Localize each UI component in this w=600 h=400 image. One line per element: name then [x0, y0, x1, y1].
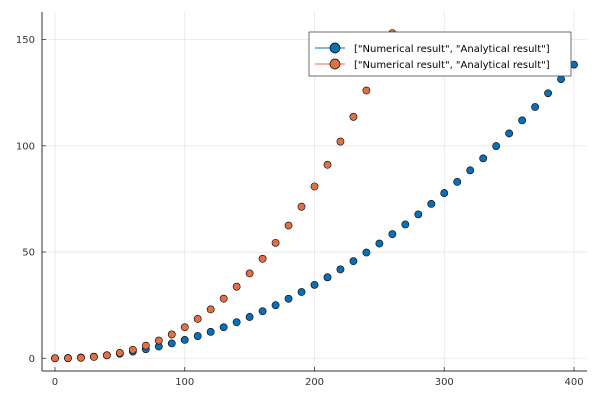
series-2-point — [206, 305, 215, 314]
series-1-point — [180, 336, 189, 344]
series-2-point — [77, 353, 85, 362]
series-1-point — [414, 210, 423, 219]
series-1-point — [271, 301, 280, 310]
legend: ["Numerical result", "Analytical result"… — [308, 31, 572, 77]
legend-entry-1: ["Numerical result", "Analytical result"… — [315, 42, 550, 55]
series-1-point — [453, 177, 462, 186]
series-2-point — [102, 351, 111, 360]
series-1-point — [518, 116, 527, 125]
series-1-point — [167, 339, 176, 348]
x-tick-label: 0 — [52, 377, 58, 388]
series-2-point — [271, 238, 280, 247]
legend-label-1: ["Numerical result", "Analytical result"… — [354, 44, 550, 55]
series-1-point — [258, 307, 267, 316]
series-1-point — [284, 294, 293, 303]
y-tick-label: 50 — [22, 248, 35, 259]
series-1-point — [219, 323, 228, 332]
y-tick-label: 0 — [29, 354, 35, 365]
legend-marker-1 — [329, 42, 341, 54]
series-2-point — [258, 254, 267, 263]
series-1-point — [492, 142, 501, 150]
series-1-point — [310, 280, 319, 289]
series-2-point — [90, 352, 98, 361]
series-1-point — [375, 239, 384, 248]
series-1-point — [297, 288, 306, 296]
y-tick-label: 100 — [16, 141, 35, 152]
series-1-point — [557, 75, 565, 84]
series-2-point — [219, 294, 228, 303]
series-1-point — [440, 189, 449, 197]
x-tick-label: 100 — [175, 377, 194, 388]
series-1-point — [531, 103, 539, 111]
x-tick-label: 400 — [564, 377, 583, 388]
plot-series — [51, 0, 578, 363]
series-2-point — [245, 269, 254, 278]
legend-entry-2: ["Numerical result", "Analytical result"… — [315, 58, 550, 71]
series-2-point — [284, 221, 293, 230]
series-1-point — [388, 230, 397, 239]
series-1-point — [544, 89, 552, 98]
series-2-point — [323, 160, 332, 169]
series-2-point — [232, 282, 241, 291]
series-2-point — [310, 182, 319, 191]
series-2-point — [193, 315, 202, 323]
series-1-point — [427, 200, 436, 208]
series-2-point — [349, 112, 358, 121]
axes — [41, 12, 587, 372]
legend-box — [308, 31, 572, 77]
series-1-point — [232, 318, 241, 327]
x-tick-label: 300 — [435, 377, 454, 388]
series-2-point — [336, 137, 345, 146]
tick-labels: 0 100 200 300 400 0 50 100 150 — [16, 35, 584, 388]
series-2-point — [51, 354, 59, 363]
series-2-point — [362, 86, 371, 95]
x-tick-label: 200 — [305, 377, 324, 388]
series-2-point — [154, 336, 163, 345]
series-2-point — [128, 345, 137, 354]
series-1-point — [401, 220, 410, 229]
series-1-point — [570, 60, 578, 69]
series-2-point — [167, 330, 176, 339]
series-2-point — [180, 323, 189, 332]
series-2 — [51, 0, 409, 363]
series-2-point — [141, 341, 150, 350]
series-1-point — [245, 313, 254, 321]
series-1-point — [349, 257, 358, 266]
series-1-point — [206, 327, 215, 336]
series-2-point — [64, 354, 72, 363]
series-1-point — [323, 273, 332, 282]
legend-label-2: ["Numerical result", "Analytical result"… — [354, 60, 550, 71]
series-1-point — [336, 265, 345, 274]
series-1-point — [362, 248, 371, 257]
series-1-point — [505, 129, 514, 138]
series-2-point — [402, 0, 409, 6]
series-2-point — [115, 349, 124, 357]
y-tick-label: 150 — [16, 35, 35, 46]
series-1-point — [479, 154, 488, 163]
series-1-point — [193, 332, 202, 340]
series-1-point — [466, 166, 475, 175]
series-2-point — [297, 202, 306, 211]
legend-marker-2 — [329, 58, 341, 70]
